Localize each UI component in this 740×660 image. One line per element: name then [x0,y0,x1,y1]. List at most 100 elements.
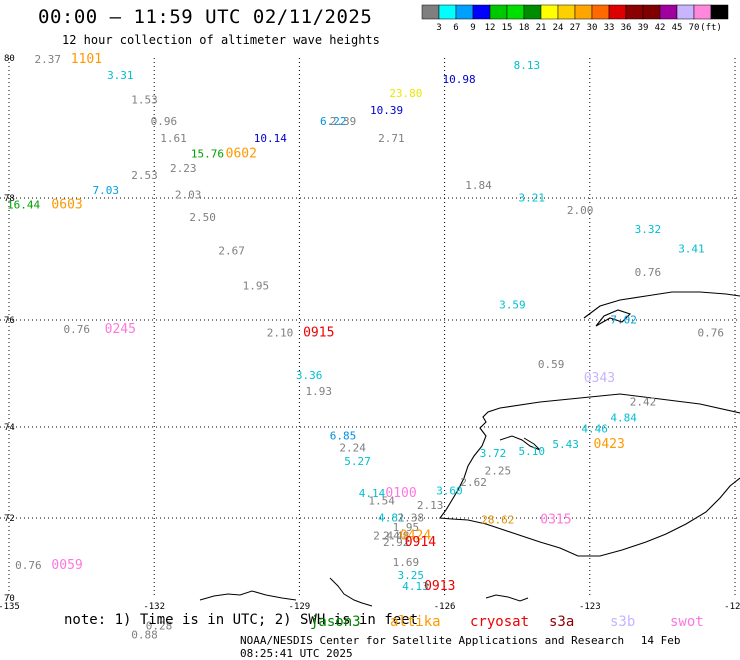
pass-time-label: 1101 [71,52,102,67]
wave-height-label: 0.76 [698,327,725,340]
wave-height-label: 7.02 [610,314,637,327]
legend-s3b: s3b [610,614,636,630]
pass-time-label: 0602 [226,146,257,161]
wave-height-label: 15.76 [191,147,224,160]
wave-height-label: 2.62 [460,476,487,489]
wave-height-label: 2.53 [131,169,158,182]
lon-tick-label: -120 [724,602,740,612]
wave-height-label: 5.10 [518,445,545,458]
wave-height-label: 10.14 [254,132,287,145]
wave-height-label: 0.76 [15,559,42,572]
units-note: note: 1) Time is in UTC; 2) SWH is in fe… [64,612,419,628]
wave-height-label: 2.10 [267,327,294,340]
wave-height-label: 5.43 [552,438,579,451]
wave-height-label: 1.95 [243,280,270,293]
colorbar-swatch [574,4,593,20]
colorbar-label: (ft) [700,23,722,33]
wave-height-label: 2.42 [630,396,657,409]
wave-height-label: 23.80 [389,87,422,100]
wave-height-label: 5.27 [344,455,371,468]
colorbar-swatch [455,4,474,20]
colorbar-swatch [625,4,644,20]
wave-height-label: 10.98 [443,73,476,86]
mainland-coastline [438,393,740,557]
wave-height-label: 2.00 [567,204,594,217]
wave-height-label: 3.21 [518,192,545,205]
colorbar-label: 3 [436,23,441,33]
wave-height-label: 2.48 [383,530,410,543]
pass-time-label: 0059 [51,558,82,573]
wave-height-label: 0.28 [146,620,173,633]
colorbar-swatch [710,4,729,20]
wave-height-label: 1.53 [131,94,158,107]
colorbar-label: 27 [570,23,581,33]
wave-height-label: 4.46 [581,422,608,435]
coastline [199,291,740,607]
wave-height-colorbar: 3 6 9 12 15 18 21 24 27 30 33 36 39 42 45 70 (ft) [421,4,729,33]
credit-text: NOAA/NESDIS Center for Satellite Applica… [240,634,625,647]
colorbar-label: 12 [485,23,496,33]
wave-height-label: 3.31 [107,69,134,82]
altimeter-labels: 2.37 3.31 1.53 0.96 1.61 15.76 10.14 6.222.39 10… [7,52,724,650]
wave-height-label: 2.44 [373,530,400,543]
colorbar-label: 30 [587,23,598,33]
wave-height-label: 2.71 [378,132,405,145]
wave-height-label: 2.23 [170,162,197,175]
colorbar-swatch [676,4,695,20]
colorbar-swatch [472,4,491,20]
wave-height-label: 1.84 [465,179,492,192]
wave-height-label: 0.96 [151,115,178,128]
colorbar-label: 9 [470,23,475,33]
pass-time-label: 0423 [594,437,625,452]
lat-tick-label: 70 [4,594,15,604]
wave-height-label: 28.62 [481,514,514,527]
wave-height-label: 2.92 [383,536,410,549]
figure-title: 00:00 – 11:59 UTC 02/11/2025 [38,6,373,28]
credit-line: NOAA/NESDIS Center for Satellite Applica… [240,634,740,660]
pass-time-label: 0913 [424,579,455,594]
wave-height-label: 2.39 [330,115,357,128]
lon-tick-label: -123 [579,602,601,612]
pass-time-label: 0343 [584,371,615,386]
wave-height-label: 2.38 [397,512,424,525]
wave-height-label: 3.25 [397,569,424,582]
wave-height-label: 16.44 [7,198,40,211]
wave-height-label: 0.76 [635,266,662,279]
wave-height-label: 1.95 [393,521,420,534]
pass-time-label: 0315 [540,513,571,528]
wave-height-label: 8.13 [514,59,541,72]
wave-height-label: 3.72 [480,447,507,460]
colorbar-label: 24 [553,23,564,33]
colorbar-label: 6 [453,23,458,33]
colorbar-swatch [421,4,440,20]
wave-height-label: 2.37 [34,53,61,66]
colorbar-swatch [523,4,542,20]
colorbar-swatch [659,4,678,20]
wave-height-label: 3.41 [678,242,705,255]
lat-tick-label: 76 [4,316,15,326]
colorbar-label: 18 [519,23,530,33]
colorbar-label: 70 [689,23,700,33]
wave-height-label: 1.54 [368,494,395,507]
inlet-coastline [499,435,541,451]
wave-height-label: 0.59 [538,358,565,371]
wave-height-label: 6.22 [320,115,347,128]
colorbar-label: 42 [655,23,666,33]
legend-altika: altika [390,614,441,630]
colorbar-label: 15 [502,23,513,33]
lat-tick-label: 80 [4,54,15,64]
pass-time-label: 0914 [405,535,436,550]
legend-jason3: jason3 [310,614,361,630]
wave-height-label: 4.81 [378,512,405,525]
colorbar-swatch [557,4,576,20]
lat-tick-label: 74 [4,423,15,433]
wave-height-label: 2.67 [218,245,245,258]
lon-tick-label: -129 [289,602,311,612]
colorbar-label: 21 [536,23,547,33]
lat-tick-label: 72 [4,514,15,524]
river-delta [199,577,529,607]
colorbar-label: 33 [604,23,615,33]
wave-height-label: 3.59 [499,298,526,311]
colorbar-swatch [540,4,559,20]
